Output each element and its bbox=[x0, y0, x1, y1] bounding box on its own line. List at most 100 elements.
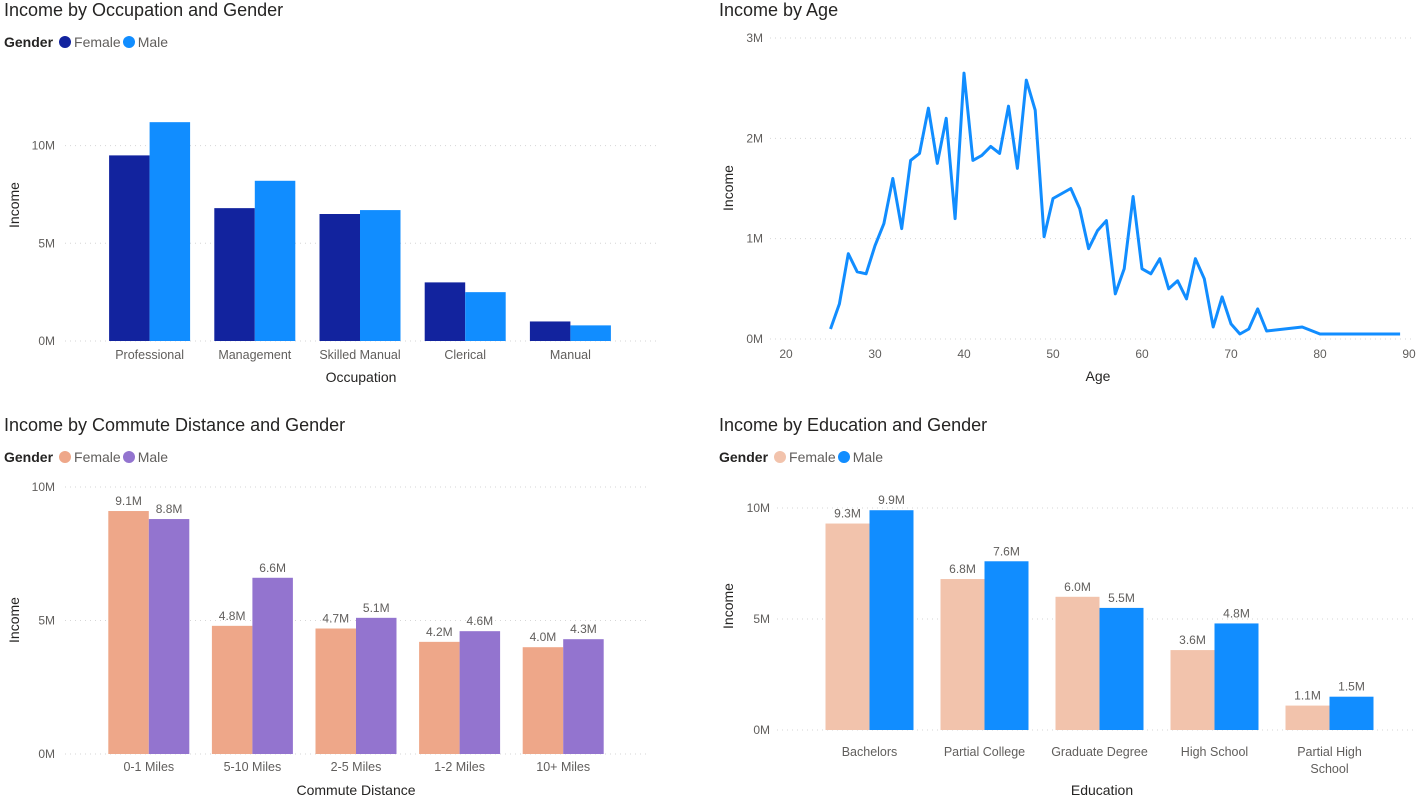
x-tick-label: Partial High bbox=[1297, 745, 1362, 759]
x-tick-label: 5-10 Miles bbox=[224, 760, 282, 774]
bar bbox=[465, 292, 506, 341]
y-axis-title: Income bbox=[6, 597, 22, 643]
bar bbox=[563, 639, 604, 754]
chart-title: Income by Commute Distance and Gender bbox=[4, 415, 346, 435]
data-label: 1.5M bbox=[1338, 680, 1365, 694]
data-label: 4.0M bbox=[530, 630, 557, 644]
y-tick-label: 10M bbox=[32, 480, 55, 494]
x-tick-label: Bachelors bbox=[842, 745, 898, 759]
bar bbox=[252, 577, 293, 754]
x-tick-label: 30 bbox=[868, 347, 882, 361]
chart-title: Income by Education and Gender bbox=[719, 415, 988, 435]
chart-title: Income by Occupation and Gender bbox=[4, 0, 284, 20]
y-tick-label: 5M bbox=[38, 236, 55, 250]
bar bbox=[214, 208, 255, 341]
bar bbox=[319, 214, 360, 341]
legend-dot-male bbox=[122, 451, 135, 463]
data-label: 6.8M bbox=[949, 562, 976, 576]
x-tick-label: Management bbox=[218, 348, 291, 362]
legend-label: Female bbox=[74, 449, 121, 465]
data-label: 4.8M bbox=[219, 609, 246, 623]
data-label: 9.1M bbox=[115, 494, 142, 508]
bar bbox=[984, 561, 1029, 730]
data-label: 6.0M bbox=[1064, 580, 1091, 594]
chart-panel-age: Income by Age 0M 1M 2M 3M 20 30 40 50 60 70 80 90 A… bbox=[715, 0, 1423, 400]
bar bbox=[315, 628, 356, 754]
x-tick-label: 50 bbox=[1046, 347, 1060, 361]
legend-label: Female bbox=[789, 449, 836, 465]
data-label: 9.9M bbox=[878, 493, 905, 507]
legend-title: Gender bbox=[719, 449, 769, 465]
y-tick-label: 3M bbox=[746, 31, 763, 45]
x-tick-label: 60 bbox=[1135, 347, 1149, 361]
y-tick-label: 5M bbox=[753, 612, 770, 626]
legend-item-male[interactable]: Male bbox=[122, 449, 168, 465]
x-tick-label: 20 bbox=[779, 347, 793, 361]
bar bbox=[869, 510, 914, 730]
legend-item-female[interactable]: Female bbox=[774, 449, 836, 465]
bar bbox=[149, 122, 191, 342]
commute-chart-svg: 0M 5M 10M 9.1M 8.8M 0-1 Miles 4.8M 6.6M 5-10 Mil… bbox=[6, 480, 650, 798]
bar bbox=[424, 282, 466, 341]
data-label: 7.6M bbox=[993, 544, 1020, 558]
chart-legend: Gender Female Male bbox=[719, 449, 885, 465]
x-tick-label: Clerical bbox=[444, 348, 486, 362]
chart-panel-occupation: Income by Occupation and Gender Gender F… bbox=[0, 0, 700, 400]
bar bbox=[522, 647, 564, 754]
x-tick-label: 90 bbox=[1402, 347, 1416, 361]
x-axis-title: Age bbox=[1086, 368, 1111, 384]
bar bbox=[211, 625, 253, 754]
bar bbox=[108, 511, 149, 754]
y-tick-label: 2M bbox=[746, 131, 763, 145]
age-chart-svg: 0M 1M 2M 3M 20 30 40 50 60 70 80 90 Age Income bbox=[720, 31, 1416, 384]
y-axis-title: Income bbox=[720, 583, 736, 629]
data-label: 4.2M bbox=[426, 625, 453, 639]
x-tick-label: Graduate Degree bbox=[1051, 745, 1148, 759]
legend-title: Gender bbox=[4, 449, 54, 465]
x-axis-title: Commute Distance bbox=[296, 782, 415, 798]
legend-dot-male bbox=[122, 36, 135, 48]
bar bbox=[419, 641, 460, 754]
x-tick-label: 40 bbox=[957, 347, 971, 361]
legend-item-female[interactable]: Female bbox=[59, 449, 121, 465]
bar bbox=[356, 617, 397, 754]
bar bbox=[459, 631, 501, 754]
y-axis-title: Income bbox=[6, 182, 22, 228]
bar bbox=[148, 519, 190, 754]
x-tick-label: 70 bbox=[1224, 347, 1238, 361]
bar bbox=[1214, 623, 1259, 730]
x-tick-label: 10+ Miles bbox=[536, 760, 590, 774]
x-tick-label: Partial College bbox=[944, 745, 1025, 759]
x-axis-title: Occupation bbox=[326, 369, 397, 385]
bar bbox=[1055, 596, 1100, 730]
data-label: 6.6M bbox=[259, 561, 286, 575]
chart-panel-education: Income by Education and Gender Gender Fe… bbox=[715, 415, 1423, 801]
y-tick-label: 0M bbox=[753, 723, 770, 737]
data-label: 4.6M bbox=[467, 614, 494, 628]
legend-dot-female bbox=[59, 36, 72, 48]
x-tick-label: 0-1 Miles bbox=[123, 760, 174, 774]
x-tick-label: Skilled Manual bbox=[319, 348, 400, 362]
chart-panel-commute: Income by Commute Distance and Gender Ge… bbox=[0, 415, 700, 801]
y-tick-label: 0M bbox=[746, 332, 763, 346]
bar bbox=[529, 321, 571, 341]
legend-item-female[interactable]: Female bbox=[59, 34, 121, 50]
data-label: 8.8M bbox=[156, 502, 183, 516]
x-tick-label: Manual bbox=[550, 348, 591, 362]
legend-item-male[interactable]: Male bbox=[122, 34, 169, 50]
legend-dot-male bbox=[837, 451, 850, 463]
legend-item-male[interactable]: Male bbox=[837, 449, 883, 465]
x-tick-label: 80 bbox=[1313, 347, 1327, 361]
x-tick-label: 2-5 Miles bbox=[331, 760, 382, 774]
legend-dot-female bbox=[774, 451, 787, 463]
x-tick-label: High School bbox=[1181, 745, 1248, 759]
series-line bbox=[829, 71, 1401, 336]
legend-label: Male bbox=[137, 34, 169, 50]
chart-title: Income by Age bbox=[719, 0, 839, 20]
bar bbox=[1285, 705, 1330, 730]
education-chart-svg: 0M 5M 10M 9.3M 9.9M Bachelors 6.8M 7.6M Partial … bbox=[720, 493, 1413, 798]
bar bbox=[940, 579, 985, 730]
bar bbox=[570, 325, 611, 341]
data-label: 5.5M bbox=[1108, 591, 1135, 605]
y-tick-label: 1M bbox=[746, 232, 763, 246]
